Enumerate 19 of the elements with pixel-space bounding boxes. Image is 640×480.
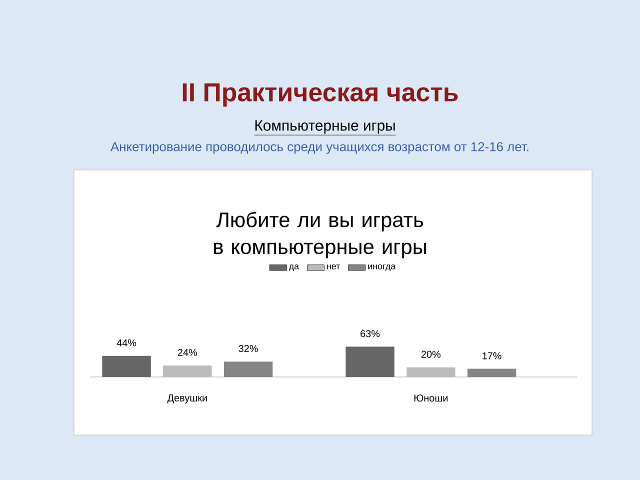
data-label: 44% (116, 339, 136, 346)
chart-title: Любите ли вы играть в компьютерные игры (214, 212, 426, 258)
bar (163, 365, 212, 377)
legend-label: нет (327, 264, 340, 270)
bar (346, 346, 394, 377)
data-label: 17% (482, 352, 502, 360)
legend-label: иногда (368, 264, 396, 272)
bar (102, 356, 151, 377)
text: II Практическая часть (182, 83, 458, 107)
data-label: 20% (421, 350, 441, 358)
data-label: 63% (360, 330, 380, 338)
legend-label: да (288, 264, 300, 272)
data-label: 24% (178, 348, 198, 356)
bar (406, 367, 456, 377)
text: Компьютерные игры (255, 120, 395, 134)
data-label: 32% (238, 345, 258, 352)
text: Анкетирование проводилось среди учащихся возрастом от 12-16 лет. (110, 142, 528, 154)
x-tick-label: Девушки (167, 394, 207, 404)
x-tick-label: Юноши (414, 394, 448, 402)
